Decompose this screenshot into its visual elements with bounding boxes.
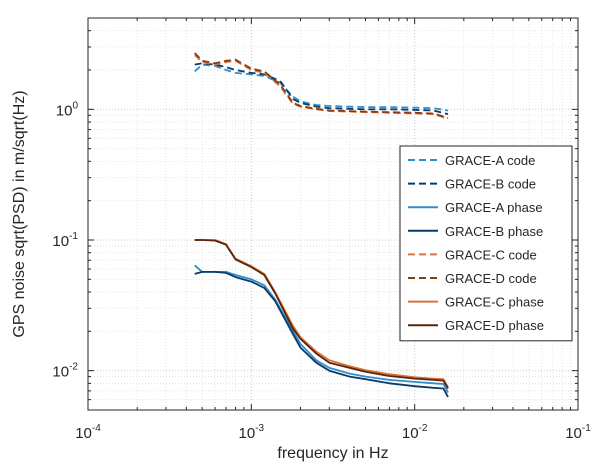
series-lines [194,52,449,398]
series-line-grace-a-phase [194,264,449,394]
series-line-grace-b-phase [194,270,449,398]
legend-label: GRACE-A phase [445,200,543,215]
legend-label: GRACE-C phase [445,295,544,310]
x-tick-label: 10-2 [402,423,428,442]
x-axis-label: frequency in Hz [277,445,388,462]
legend-label: GRACE-C code [445,247,537,262]
legend-label: GRACE-D phase [445,318,544,333]
plot-frame [87,17,579,411]
x-tick-label: 10-1 [565,423,591,442]
series-line-grace-d-code [194,52,449,119]
x-tick-label: 10-4 [75,423,101,442]
legend-label: GRACE-B phase [445,224,543,239]
legend-box [399,145,573,342]
legend-label: GRACE-B code [445,177,536,192]
series-line-grace-a-code [194,63,449,112]
legend-label: GRACE-D code [445,271,537,286]
legend: GRACE-A code GRACE-B code GRACE-A phase GRA… [399,145,573,342]
legend-label: GRACE-A code [445,153,535,168]
y-tick-label: 100 [56,100,79,119]
axis-ticks: 10-4 10-3 10-2 10-1 10-2 10-1 100 [52,17,591,442]
x-tick-label: 10-3 [239,423,265,442]
y-tick-label: 10-1 [52,231,78,250]
series-line-grace-b-code [194,62,449,115]
y-tick-label: 10-2 [52,362,78,381]
y-axis-label: GPS noise sqrt(PSD) in m/sqrt(Hz) [11,90,28,337]
series-line-grace-d-phase [194,239,449,389]
